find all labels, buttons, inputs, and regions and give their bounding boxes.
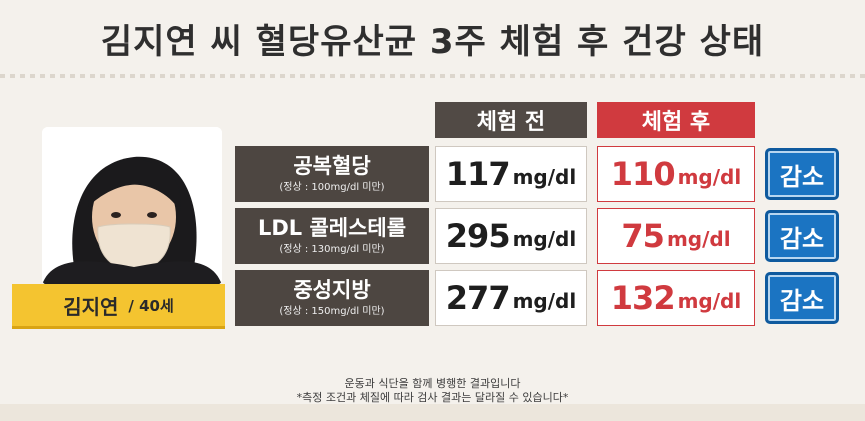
before-value: 295: [445, 217, 511, 255]
after-value-cell: 132 mg/dl: [597, 270, 755, 326]
metric-name: 공복혈당: [293, 153, 371, 178]
metric-name: 중성지방: [293, 277, 371, 302]
before-value-cell: 277 mg/dl: [435, 270, 587, 326]
unit: mg/dl: [512, 227, 577, 251]
before-value-cell: 295 mg/dl: [435, 208, 587, 264]
after-value-cell: 75 mg/dl: [597, 208, 755, 264]
decrease-badge: 감소: [765, 210, 839, 262]
after-column-header: 체험 후: [597, 102, 755, 138]
person-name: 김지연: [63, 294, 119, 319]
footnotes: 운동과 식단을 함께 병행한 결과입니다 *측정 조건과 체질에 따라 검사 결…: [0, 377, 865, 405]
title-divider: [0, 74, 865, 78]
person-photo: [42, 127, 222, 285]
normal-range: (정상 : 150mg/dl 미만): [279, 305, 385, 317]
after-value: 110: [610, 155, 676, 193]
unit: mg/dl: [677, 165, 742, 189]
unit: mg/dl: [666, 227, 731, 251]
before-value-cell: 117 mg/dl: [435, 146, 587, 202]
after-value: 75: [621, 217, 665, 255]
after-value: 132: [610, 279, 676, 317]
name-plate: 김지연 / 40세: [12, 284, 225, 329]
metric-name: LDL 콜레스테롤: [257, 215, 407, 240]
after-value-cell: 110 mg/dl: [597, 146, 755, 202]
unit: mg/dl: [677, 289, 742, 313]
normal-range: (정상 : 130mg/dl 미만): [279, 243, 385, 255]
decrease-badge: 감소: [765, 148, 839, 200]
row-label-ldl-cholesterol: LDL 콜레스테롤 (정상 : 130mg/dl 미만): [235, 208, 429, 264]
unit: mg/dl: [512, 165, 577, 189]
page-title: 김지연 씨 혈당유산균 3주 체험 후 건강 상태: [100, 22, 765, 62]
footnote-line: 운동과 식단을 함께 병행한 결과입니다: [344, 377, 521, 390]
before-value: 117: [445, 155, 511, 193]
footnote-disclaimer: *측정 조건과 체질에 따라 검사 결과는 달라질 수 있습니다*: [296, 391, 569, 404]
row-label-fasting-glucose: 공복혈당 (정상 : 100mg/dl 미만): [235, 146, 429, 202]
person-age: / 40세: [128, 296, 174, 315]
normal-range: (정상 : 100mg/dl 미만): [279, 181, 385, 193]
bottom-band: [0, 404, 865, 421]
decrease-badge: 감소: [765, 272, 839, 324]
before-column-header: 체험 전: [435, 102, 587, 138]
row-label-triglyceride: 중성지방 (정상 : 150mg/dl 미만): [235, 270, 429, 326]
unit: mg/dl: [512, 289, 577, 313]
before-value: 277: [445, 279, 511, 317]
